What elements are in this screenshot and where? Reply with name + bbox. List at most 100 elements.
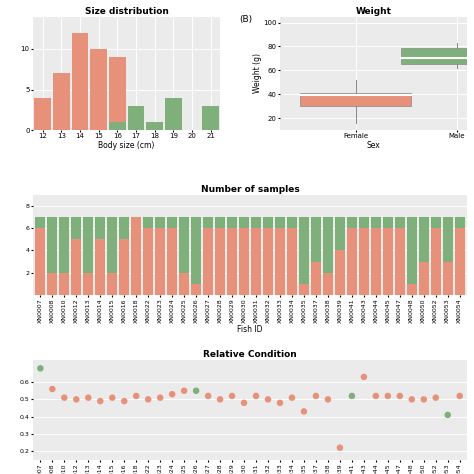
Bar (347, 228, 357, 295)
Bar (143, 217, 153, 228)
Bar (47, 217, 57, 273)
Bar (275, 228, 285, 295)
Point (228, 392, 236, 400)
Bar (155, 217, 165, 228)
Bar (455, 217, 465, 228)
Bar (419, 217, 429, 262)
Point (444, 411, 452, 419)
Bar (34, 98, 51, 130)
Bar (419, 262, 429, 295)
Bar (371, 228, 381, 295)
Point (73, 396, 80, 403)
Bar (263, 217, 273, 228)
Bar (215, 217, 225, 228)
Point (204, 392, 212, 400)
Point (276, 399, 284, 407)
Point (264, 396, 272, 403)
Bar (287, 228, 297, 295)
Point (372, 392, 380, 400)
Point (396, 392, 403, 400)
X-axis label: Sex: Sex (366, 141, 380, 150)
Bar (59, 217, 69, 273)
Bar (251, 217, 261, 228)
Bar (71, 217, 82, 239)
Title: Weight: Weight (356, 7, 392, 16)
Bar (359, 228, 369, 295)
Point (97, 397, 104, 405)
Point (48, 385, 56, 393)
Point (324, 396, 332, 403)
Title: Size distribution: Size distribution (85, 7, 169, 16)
Point (420, 396, 428, 403)
Point (180, 387, 188, 394)
X-axis label: Body size (cm): Body size (cm) (99, 141, 155, 150)
Point (432, 394, 439, 401)
Bar (227, 217, 237, 228)
Bar (203, 217, 213, 228)
Bar (179, 217, 189, 273)
Bar (311, 217, 321, 262)
Bar (131, 217, 141, 295)
Bar (371, 217, 381, 228)
Point (168, 391, 176, 398)
Bar (165, 98, 182, 130)
Point (288, 394, 296, 401)
Bar (59, 273, 69, 295)
Bar (407, 284, 417, 295)
Bar (215, 228, 225, 295)
Bar (167, 217, 177, 228)
Bar (167, 228, 177, 295)
Bar (90, 49, 107, 130)
Bar (107, 273, 118, 295)
Point (120, 397, 128, 405)
Bar (323, 217, 333, 273)
Bar (119, 217, 129, 239)
Bar (431, 228, 441, 295)
Bar (146, 122, 163, 130)
Bar (35, 228, 46, 295)
Point (312, 392, 320, 400)
X-axis label: Fish ID: Fish ID (237, 325, 263, 334)
Point (456, 392, 464, 400)
Bar (203, 228, 213, 295)
Bar (275, 217, 285, 228)
Bar (251, 228, 261, 295)
Point (348, 392, 356, 400)
Bar (83, 273, 93, 295)
Bar (95, 239, 105, 295)
Point (360, 373, 368, 381)
Bar (395, 217, 405, 228)
Bar (263, 228, 273, 295)
Point (384, 392, 392, 400)
Title: Number of samples: Number of samples (201, 185, 300, 194)
Bar (335, 250, 345, 295)
Bar (227, 228, 237, 295)
Point (336, 444, 344, 452)
Bar (401, 47, 474, 64)
Bar (383, 228, 393, 295)
Bar (299, 284, 309, 295)
Bar (300, 93, 411, 106)
Bar (239, 217, 249, 228)
Bar (143, 228, 153, 295)
Bar (407, 217, 417, 284)
Point (252, 392, 260, 400)
Bar (47, 273, 57, 295)
Bar (109, 57, 126, 130)
Bar (311, 262, 321, 295)
Bar (287, 217, 297, 228)
Bar (347, 217, 357, 228)
Bar (191, 217, 201, 284)
Bar (323, 273, 333, 295)
Point (408, 396, 416, 403)
Bar (83, 217, 93, 273)
Y-axis label: Weight (g): Weight (g) (253, 53, 262, 93)
Point (216, 396, 224, 403)
Bar (128, 106, 145, 130)
Bar (431, 217, 441, 228)
Bar (179, 273, 189, 295)
Bar (359, 217, 369, 228)
Bar (95, 217, 105, 239)
Point (61, 394, 68, 401)
Point (36, 365, 44, 372)
